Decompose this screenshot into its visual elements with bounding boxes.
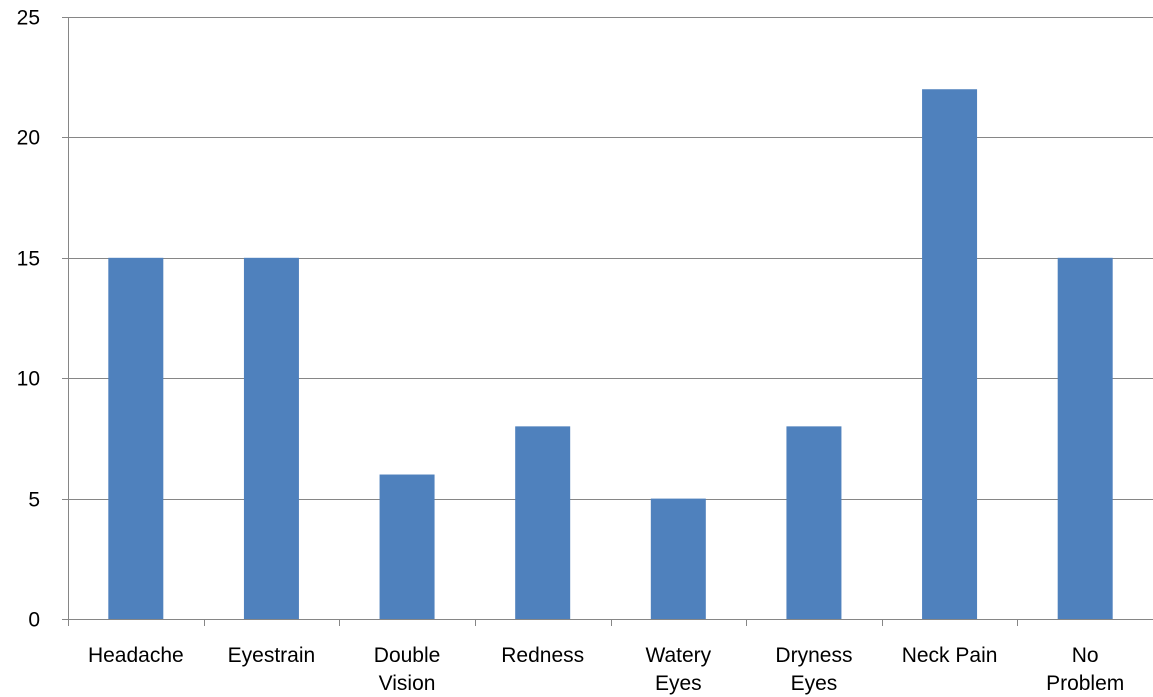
bar: [650, 498, 706, 619]
y-tick-label: 25: [17, 7, 40, 30]
x-tick-label-line: Double: [374, 644, 441, 667]
x-tick-label-line: Eyestrain: [228, 644, 316, 667]
x-tick-label-line: Neck Pain: [902, 644, 998, 667]
y-tick-label: 0: [28, 609, 40, 632]
x-tick-label-line: Problem: [1046, 672, 1124, 695]
bar: [515, 426, 571, 619]
x-tick-label-line: Redness: [501, 644, 584, 667]
y-tick-label: 20: [17, 127, 40, 150]
x-tick-label: Redness: [501, 644, 584, 667]
x-tick-label-line: Eyes: [655, 672, 702, 695]
x-tick-label: Double Vision: [374, 644, 441, 695]
y-tick-label: 5: [28, 489, 40, 512]
bar: [108, 257, 164, 619]
x-tick-label-line: Headache: [88, 644, 184, 667]
x-tick-label-line: Dryness: [775, 644, 852, 667]
x-tick-label-line: Watery: [645, 644, 711, 667]
bar: [922, 89, 978, 620]
bar: [786, 426, 842, 619]
x-tick-label: Watery Eyes: [645, 644, 711, 695]
x-tick-label-line: Vision: [379, 672, 436, 695]
y-tick-label: 10: [17, 368, 40, 391]
bars: [108, 89, 1113, 620]
bar: [243, 257, 299, 619]
labels: 0 5 10 15 20 25 Headache Eyestrain Double Vision R…: [17, 7, 1125, 696]
x-tick-label: Dryness Eyes: [775, 644, 852, 695]
x-tick-label: Headache: [88, 644, 184, 667]
x-tick-label-line: No: [1072, 644, 1099, 667]
x-tick-label: Neck Pain: [902, 644, 998, 667]
y-tick-label: 15: [17, 248, 40, 271]
x-tick-label: No Problem: [1046, 644, 1124, 695]
gridlines: [68, 17, 1153, 500]
axes: [62, 17, 1153, 626]
bar: [379, 474, 435, 619]
x-tick-label: Eyestrain: [228, 644, 316, 667]
bar: [1057, 257, 1113, 619]
x-tick-label-line: Eyes: [791, 672, 838, 695]
